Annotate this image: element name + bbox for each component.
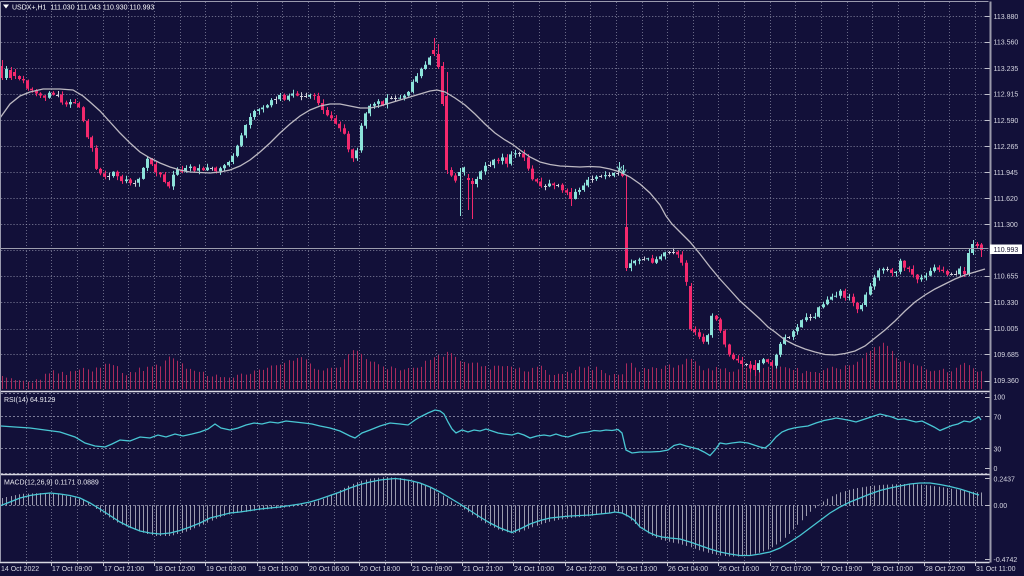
svg-text:110.655: 110.655	[994, 274, 1019, 281]
svg-text:112.265: 112.265	[994, 144, 1019, 151]
svg-text:110.330: 110.330	[994, 300, 1019, 307]
svg-text:111.945: 111.945	[994, 170, 1018, 177]
svg-text:USDX+,H1 111.030 111.043 110.: USDX+,H1 111.030 111.043 110.930 110.993	[12, 5, 154, 12]
svg-text:110.993: 110.993	[994, 247, 1019, 254]
svg-text:24 Oct 10:00: 24 Oct 10:00	[514, 566, 554, 573]
svg-text:21 Oct 09:00: 21 Oct 09:00	[412, 566, 452, 573]
svg-text:113.880: 113.880	[994, 14, 1019, 21]
svg-text:27 Oct 19:00: 27 Oct 19:00	[822, 566, 862, 573]
svg-text:25 Oct 13:00: 25 Oct 13:00	[617, 566, 657, 573]
svg-text:24 Oct 22:00: 24 Oct 22:00	[566, 566, 606, 573]
svg-text:19 Oct 15:00: 19 Oct 15:00	[258, 566, 298, 573]
svg-text:MACD(12,26,9) 0.1171 0.0889: MACD(12,26,9) 0.1171 0.0889	[4, 480, 99, 487]
svg-text:110.005: 110.005	[994, 326, 1019, 333]
svg-text:28 Oct 10:00: 28 Oct 10:00	[873, 566, 913, 573]
svg-text:20 Oct 06:00: 20 Oct 06:00	[309, 566, 349, 573]
svg-text:19 Oct 03:00: 19 Oct 03:00	[206, 566, 246, 573]
svg-text:17 Oct 09:00: 17 Oct 09:00	[52, 566, 92, 573]
svg-text:18 Oct 12:00: 18 Oct 12:00	[155, 566, 195, 573]
svg-text:109.685: 109.685	[994, 352, 1019, 359]
svg-text:31 Oct 11:00: 31 Oct 11:00	[976, 566, 1016, 573]
svg-text:0.00: 0.00	[994, 503, 1008, 510]
svg-text:28 Oct 22:00: 28 Oct 22:00	[925, 566, 965, 573]
svg-text:113.560: 113.560	[994, 40, 1019, 47]
svg-text:112.590: 112.590	[994, 118, 1019, 125]
svg-text:70: 70	[994, 415, 1002, 422]
svg-text:RSI(14) 64.9129: RSI(14) 64.9129	[4, 397, 55, 404]
svg-text:111.300: 111.300	[994, 222, 1018, 229]
svg-text:109.360: 109.360	[994, 378, 1019, 385]
svg-text:100: 100	[994, 395, 1006, 402]
svg-text:112.915: 112.915	[994, 92, 1019, 99]
svg-text:26 Oct 04:00: 26 Oct 04:00	[668, 566, 708, 573]
svg-text:20 Oct 18:00: 20 Oct 18:00	[360, 566, 400, 573]
svg-text:27 Oct 07:00: 27 Oct 07:00	[771, 566, 811, 573]
svg-text:-0.4742: -0.4742	[994, 557, 1018, 564]
svg-text:30: 30	[994, 447, 1002, 454]
svg-text:26 Oct 16:00: 26 Oct 16:00	[719, 566, 759, 573]
svg-text:0.2437: 0.2437	[994, 477, 1016, 484]
svg-text:113.235: 113.235	[994, 66, 1019, 73]
svg-text:0: 0	[994, 466, 998, 473]
svg-text:17 Oct 21:00: 17 Oct 21:00	[104, 566, 144, 573]
svg-text:21 Oct 21:00: 21 Oct 21:00	[463, 566, 503, 573]
svg-text:14 Oct 2022: 14 Oct 2022	[1, 566, 39, 573]
svg-text:111.620: 111.620	[994, 196, 1018, 203]
